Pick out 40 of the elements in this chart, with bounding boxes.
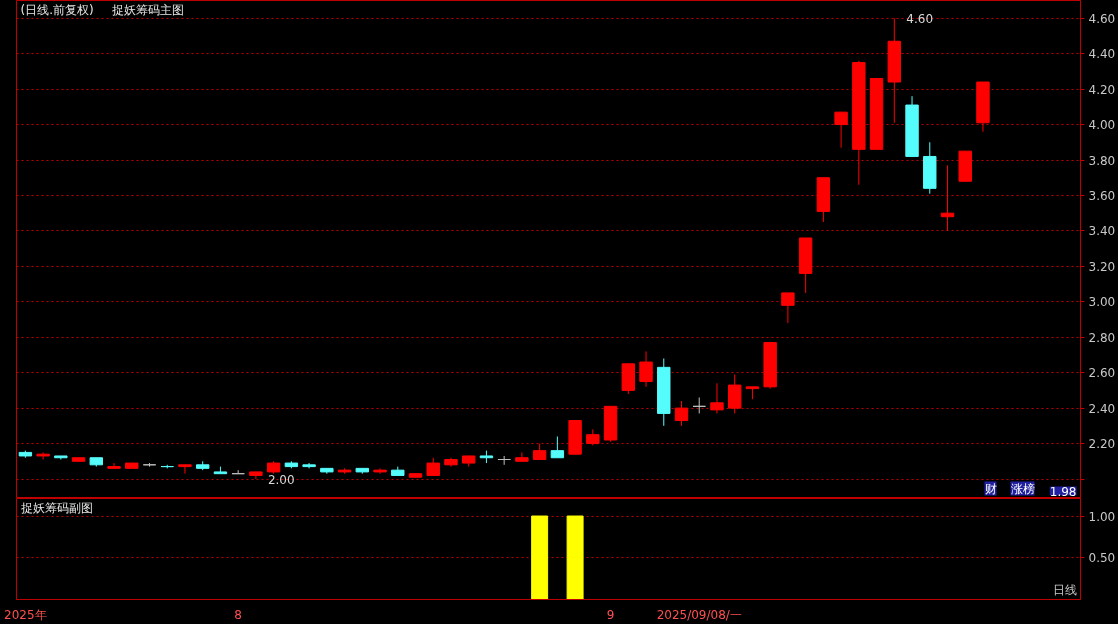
candlestick [515, 451, 529, 462]
y-tick-label: 2.80 [1088, 330, 1116, 345]
chart-subtitle: 捉妖筹码主图 [111, 2, 184, 17]
x-tick-label: 2025/09/08/一 [656, 607, 742, 622]
candlestick [550, 435, 565, 459]
candlestick [639, 350, 653, 388]
x-tick-label: 9 [606, 607, 615, 622]
y-tick-label: 3.40 [1088, 224, 1116, 239]
annotation: 涨榜 [1010, 481, 1035, 496]
y-tick-label: 3.00 [1088, 295, 1116, 310]
candlestick [834, 111, 848, 149]
candlestick [107, 462, 121, 469]
y-tick-label: 4.00 [1088, 118, 1116, 133]
candlestick [781, 292, 795, 324]
candlestick [36, 451, 50, 461]
text: 4.60 [906, 11, 934, 26]
chart-title: (日线.前复权) [20, 2, 94, 17]
text: 2.00 [267, 472, 295, 487]
y-tick-label: 3.20 [1088, 259, 1116, 274]
y-tick-label: 2.20 [1088, 437, 1116, 452]
x-tick-label: 2025年 [4, 607, 47, 622]
y-tick-label: 2.60 [1088, 366, 1116, 381]
chart-title: 捉妖筹码副图 [20, 500, 93, 515]
annotation: 日线 [1052, 582, 1077, 597]
y-tick-label: 2.40 [1088, 401, 1116, 416]
candlestick [710, 382, 724, 414]
candlestick [178, 464, 192, 475]
annotation: 1.98 [1049, 484, 1077, 499]
y-tick-label: 4.40 [1088, 47, 1116, 62]
annotation: 财 [984, 481, 997, 496]
y-tick-label: 4.60 [1088, 11, 1116, 26]
candlestick [674, 400, 689, 427]
y-tick-label: 1.00 [1088, 509, 1116, 524]
y-tick-label: 4.20 [1088, 82, 1116, 97]
y-tick-label: 3.60 [1088, 188, 1116, 203]
candlestick [692, 396, 706, 414]
candlestick [727, 373, 742, 414]
y-tick-label: 3.80 [1088, 153, 1116, 168]
y-tick-label: 0.50 [1088, 551, 1116, 566]
x-tick-label: 8 [234, 607, 242, 622]
